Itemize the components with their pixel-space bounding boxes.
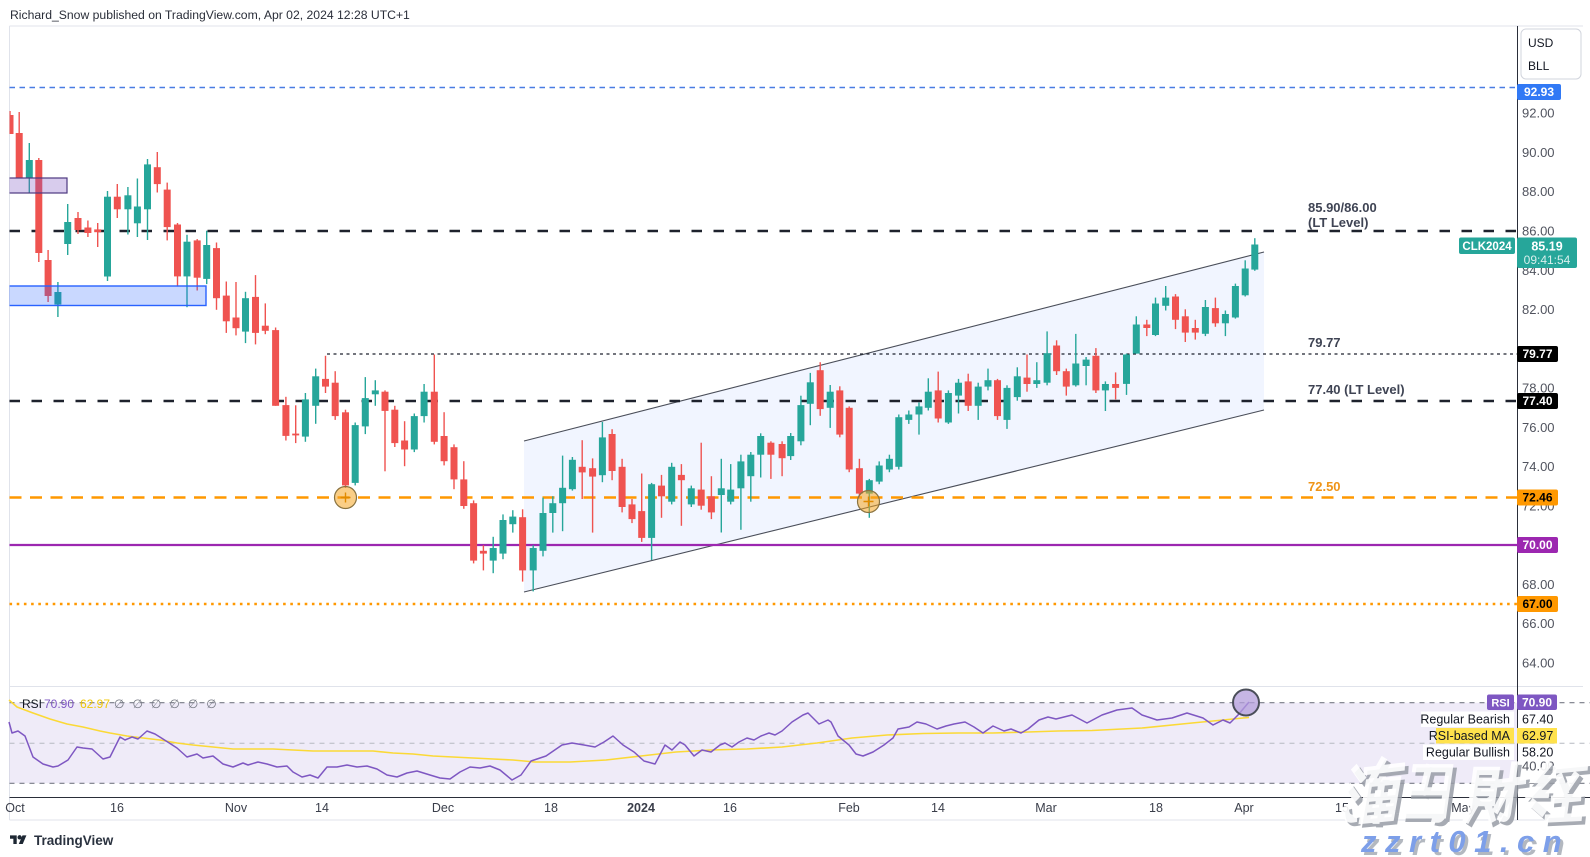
svg-text:62.97: 62.97: [1522, 729, 1553, 743]
svg-text:88.00: 88.00: [1522, 184, 1555, 199]
svg-text:67.00: 67.00: [1522, 597, 1552, 611]
svg-text:CLK2024: CLK2024: [1462, 241, 1512, 253]
svg-text:85.19: 85.19: [1531, 240, 1562, 254]
svg-text:09:41:54: 09:41:54: [1524, 253, 1571, 267]
svg-text:RSI: RSI: [1491, 697, 1509, 709]
svg-text:58.20: 58.20: [1522, 746, 1553, 760]
svg-text:86.00: 86.00: [1522, 224, 1555, 239]
svg-text:77.40: 77.40: [1522, 394, 1552, 408]
svg-text:74.00: 74.00: [1522, 459, 1555, 474]
svg-text:Dec: Dec: [432, 801, 454, 815]
svg-text:64.00: 64.00: [1522, 655, 1555, 670]
svg-text:62.97: 62.97: [80, 697, 110, 711]
svg-text:RSI: RSI: [22, 697, 42, 711]
svg-text:14: 14: [931, 801, 945, 815]
svg-text:70.90: 70.90: [44, 697, 74, 711]
svg-text:18: 18: [1149, 801, 1163, 815]
svg-text:RSI-based MA: RSI-based MA: [1429, 729, 1511, 743]
svg-text:90.00: 90.00: [1522, 145, 1555, 160]
svg-text:76.00: 76.00: [1522, 420, 1555, 435]
svg-text:Apr: Apr: [1234, 801, 1253, 815]
svg-text:Regular Bullish: Regular Bullish: [1426, 746, 1510, 760]
svg-text:(LT Level): (LT Level): [1308, 215, 1368, 230]
svg-text:72.46: 72.46: [1522, 491, 1552, 505]
svg-text:79.77: 79.77: [1522, 347, 1552, 361]
svg-text:72.50: 72.50: [1308, 479, 1341, 494]
svg-text:68.00: 68.00: [1522, 577, 1555, 592]
svg-text:Richard_Snow published on Trad: Richard_Snow published on TradingView.co…: [10, 8, 410, 22]
svg-text:Feb: Feb: [838, 801, 860, 815]
svg-text:Nov: Nov: [225, 801, 248, 815]
svg-text:16: 16: [723, 801, 737, 815]
svg-text:79.77: 79.77: [1308, 335, 1341, 350]
svg-text:85.90/86.00: 85.90/86.00: [1308, 200, 1377, 215]
svg-text:zzrt01.cn: zzrt01.cn: [1363, 827, 1573, 857]
svg-text:BLL: BLL: [1528, 59, 1550, 73]
svg-text:Mar: Mar: [1035, 801, 1057, 815]
svg-text:18: 18: [544, 801, 558, 815]
svg-text:92.00: 92.00: [1522, 106, 1555, 121]
svg-text:67.40: 67.40: [1522, 713, 1553, 727]
svg-text:70.90: 70.90: [1522, 695, 1552, 709]
svg-text:78.00: 78.00: [1522, 381, 1555, 396]
svg-text:92.93: 92.93: [1524, 85, 1554, 99]
svg-text:2024: 2024: [627, 801, 655, 815]
svg-text:TradingView: TradingView: [34, 833, 114, 848]
svg-text:77.40 (LT Level): 77.40 (LT Level): [1308, 382, 1405, 397]
svg-text:Oct: Oct: [5, 801, 25, 815]
svg-text:16: 16: [110, 801, 124, 815]
svg-text:zzrt01.cn: zzrt01.cn: [1360, 824, 1570, 857]
svg-text:14: 14: [315, 801, 329, 815]
svg-text:USD: USD: [1528, 36, 1554, 50]
svg-text:70.00: 70.00: [1522, 538, 1552, 552]
svg-text:66.00: 66.00: [1522, 616, 1555, 631]
svg-text:∅∅∅∅∅∅: ∅∅∅∅∅∅: [114, 697, 225, 711]
svg-text:82.00: 82.00: [1522, 302, 1555, 317]
svg-text:Regular Bearish: Regular Bearish: [1420, 713, 1510, 727]
